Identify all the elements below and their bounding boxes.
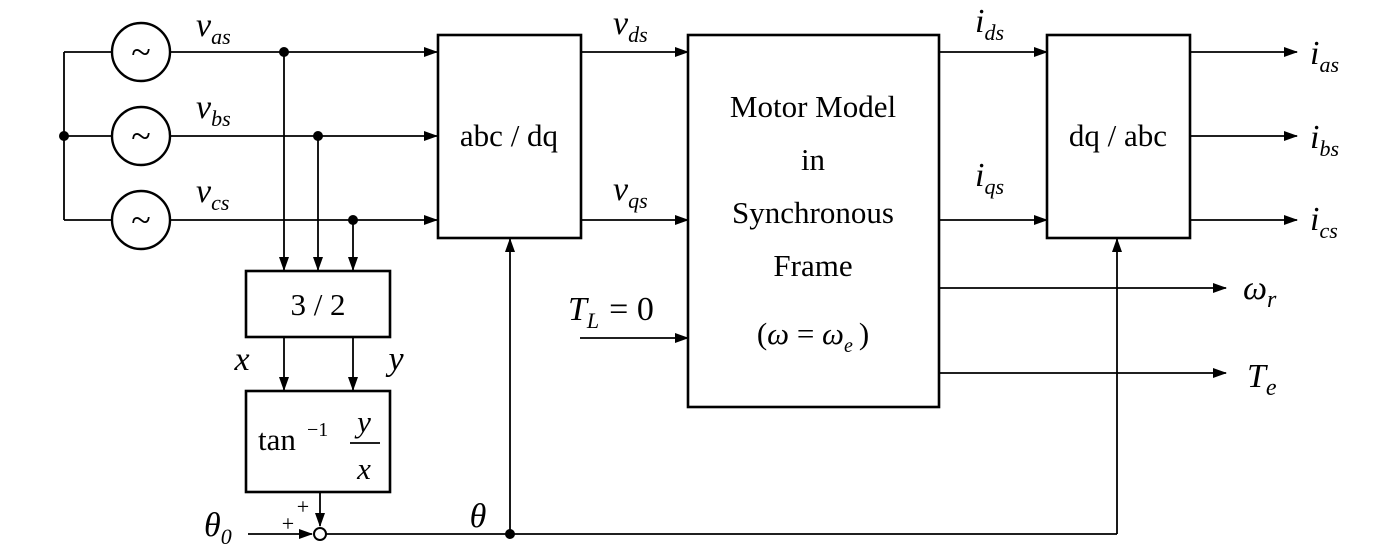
sine-wave-icon: ~ bbox=[131, 200, 150, 240]
motor-model-line-2: in bbox=[801, 142, 826, 177]
theta-label: θ bbox=[470, 498, 487, 535]
summing-junction bbox=[313, 527, 327, 541]
three-two-block bbox=[244, 269, 392, 339]
abc-dq-label: abc / dq bbox=[460, 118, 558, 153]
abc-dq-block bbox=[436, 33, 583, 240]
iqs-label: iqs bbox=[975, 157, 1004, 199]
vcs-label: vcs bbox=[196, 173, 229, 215]
motor-model-block bbox=[686, 33, 941, 409]
dq-abc-block bbox=[1045, 33, 1192, 240]
sum-plus-top: + bbox=[297, 494, 309, 519]
sine-wave-icon: ~ bbox=[131, 32, 150, 72]
neutral-junction-dot bbox=[59, 131, 69, 141]
tl-label: TL = 0 bbox=[568, 291, 654, 333]
motor-model-line-4: Frame bbox=[773, 248, 852, 283]
y-label: y bbox=[385, 341, 404, 378]
theta0-label: θ0 bbox=[204, 507, 232, 548]
ics-label: ics bbox=[1310, 201, 1338, 243]
motor-model-line-1: Motor Model bbox=[730, 89, 896, 124]
ac-source-c: ~ bbox=[110, 189, 172, 251]
ac-source-b: ~ bbox=[110, 105, 172, 167]
ias-label: ias bbox=[1310, 35, 1339, 77]
arctan-exp: −1 bbox=[307, 419, 328, 441]
sine-wave-icon: ~ bbox=[131, 116, 150, 156]
te-label: Te bbox=[1247, 358, 1277, 401]
arctan-numerator: y bbox=[354, 404, 371, 439]
omega-r-label: ωr bbox=[1243, 270, 1277, 313]
ac-source-a: ~ bbox=[110, 21, 172, 83]
x-label: x bbox=[233, 341, 249, 378]
vas-label: vas bbox=[196, 7, 231, 49]
motor-model-line-3: Synchronous bbox=[732, 195, 894, 230]
arctan-block bbox=[244, 389, 392, 494]
vds-label: vds bbox=[613, 5, 648, 47]
vqs-label: vqs bbox=[613, 171, 648, 213]
ids-label: ids bbox=[975, 3, 1004, 45]
arctan-fn: tan bbox=[258, 422, 296, 457]
arctan-denominator: x bbox=[356, 451, 371, 486]
sum-plus-left: + bbox=[282, 511, 294, 536]
ibs-label: ibs bbox=[1310, 119, 1339, 161]
motor-model-frame-condition: (ω = ωe) bbox=[757, 316, 869, 357]
three-two-label: 3 / 2 bbox=[290, 287, 345, 322]
vbs-label: vbs bbox=[196, 89, 231, 131]
dq-abc-label: dq / abc bbox=[1069, 118, 1167, 153]
